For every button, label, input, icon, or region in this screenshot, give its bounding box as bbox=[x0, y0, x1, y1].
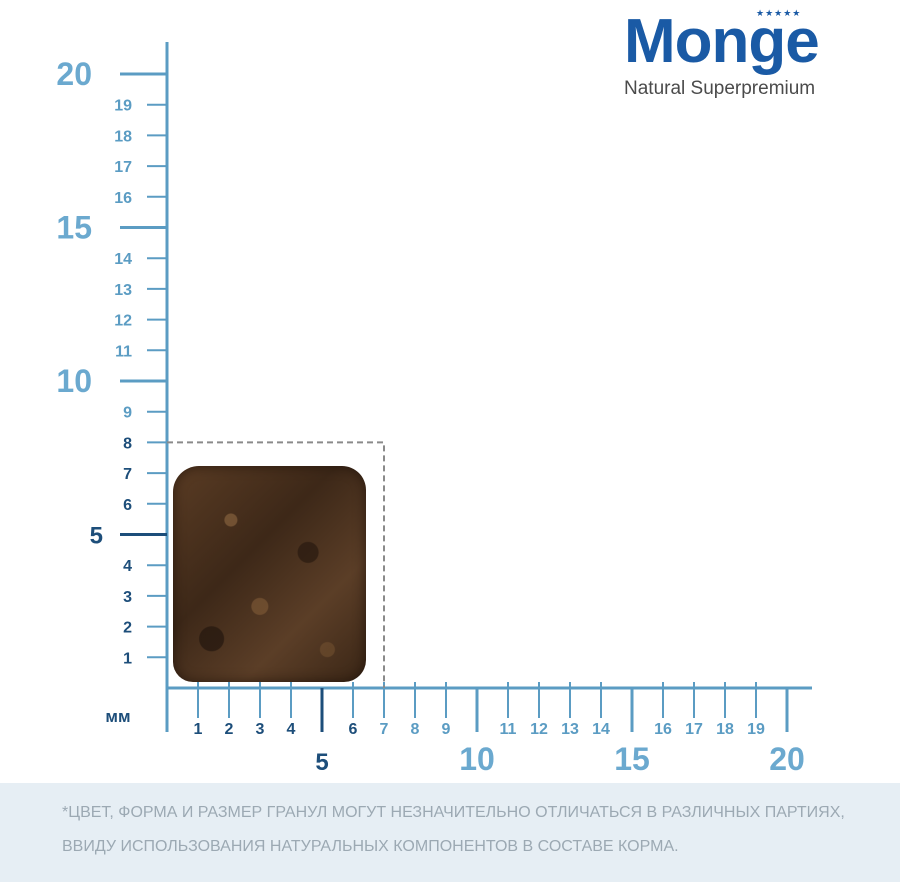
y-tick-label: 4 bbox=[123, 558, 132, 575]
y-tick-label: 6 bbox=[123, 497, 132, 514]
brand-name: Monge bbox=[624, 7, 820, 76]
x-major-label: 15 bbox=[614, 741, 650, 777]
x-tick-label: 2 bbox=[225, 721, 234, 738]
y-tick-label: 8 bbox=[123, 435, 132, 452]
x-major-label: 10 bbox=[459, 741, 495, 777]
x-tick-label: 7 bbox=[380, 721, 389, 738]
y-tick-label: 13 bbox=[114, 282, 132, 299]
y-tick-label: 3 bbox=[123, 589, 132, 606]
brand-logo: Monge Natural Superpremium bbox=[624, 10, 874, 100]
x-tick-label: 3 bbox=[256, 721, 265, 738]
y-tick-label: 17 bbox=[114, 159, 132, 176]
y-major-label: 15 bbox=[56, 210, 92, 246]
size-highlight-box bbox=[167, 441, 385, 688]
y-major-label: 5 bbox=[90, 523, 103, 550]
x-tick-label: 9 bbox=[442, 721, 451, 738]
y-tick-label: 14 bbox=[114, 251, 132, 268]
x-tick-label: 6 bbox=[349, 721, 358, 738]
x-tick-label: 13 bbox=[561, 721, 579, 738]
disclaimer-line-2: ВВИДУ ИСПОЛЬЗОВАНИЯ НАТУРАЛЬНЫХ КОМПОНЕН… bbox=[62, 838, 679, 855]
x-tick-label: 12 bbox=[530, 721, 548, 738]
x-tick-label: 16 bbox=[654, 721, 672, 738]
y-tick-label: 19 bbox=[114, 98, 132, 115]
disclaimer-footer: *ЦВЕТ, ФОРМА И РАЗМЕР ГРАНУЛ МОГУТ НЕЗНА… bbox=[0, 783, 900, 882]
x-tick-label: 18 bbox=[716, 721, 734, 738]
y-tick-label: 9 bbox=[123, 405, 132, 422]
x-major-label: 20 bbox=[769, 741, 805, 777]
x-tick-label: 4 bbox=[287, 721, 296, 738]
x-tick-label: 19 bbox=[747, 721, 765, 738]
x-tick-label: 17 bbox=[685, 721, 703, 738]
y-tick-label: 18 bbox=[114, 128, 132, 145]
y-tick-label: 11 bbox=[115, 343, 132, 360]
brand-stars: ★★★★★ bbox=[756, 8, 802, 18]
y-tick-label: 2 bbox=[123, 620, 132, 637]
y-tick-label: 1 bbox=[123, 650, 132, 667]
disclaimer-line-1: *ЦВЕТ, ФОРМА И РАЗМЕР ГРАНУЛ МОГУТ НЕЗНА… bbox=[62, 804, 845, 821]
x-tick-label: 1 bbox=[194, 721, 203, 738]
y-tick-label: 16 bbox=[114, 190, 132, 207]
y-major-label: 20 bbox=[56, 56, 92, 92]
y-major-label: 10 bbox=[56, 363, 92, 399]
x-tick-label: 11 bbox=[500, 721, 517, 738]
x-tick-label: 14 bbox=[592, 721, 610, 738]
unit-label: мм bbox=[105, 707, 130, 726]
x-tick-label: 8 bbox=[411, 721, 420, 738]
y-tick-label: 12 bbox=[114, 313, 132, 330]
y-tick-label: 7 bbox=[123, 466, 132, 483]
brand-tagline: Natural Superpremium bbox=[624, 78, 816, 99]
x-major-label: 5 bbox=[315, 749, 328, 776]
kibble-image bbox=[173, 466, 366, 682]
